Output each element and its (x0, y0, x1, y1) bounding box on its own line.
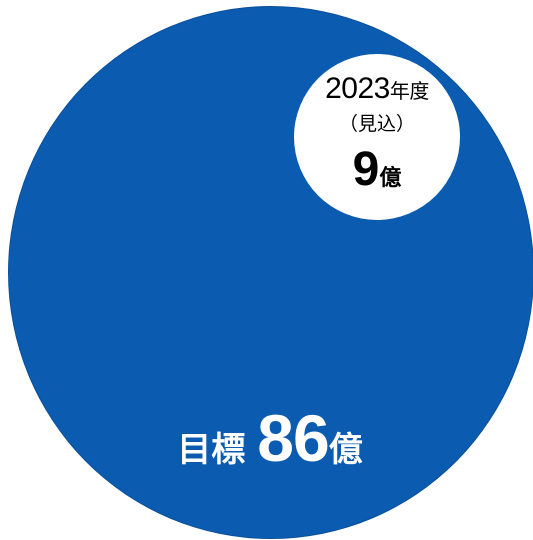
current-amount-value: 9 (352, 143, 380, 196)
current-year-unit: 年度 (389, 81, 430, 103)
target-label: 目標 (177, 431, 246, 469)
current-year-value: 2023 (325, 72, 390, 105)
current-amount-unit: 億 (379, 165, 402, 190)
current-circle (294, 54, 460, 220)
current-note: （見込） (338, 114, 415, 135)
target-amount-value: 86 (257, 401, 329, 475)
current-year: 2023年度 (294, 72, 460, 109)
target-amount: 目標 86億 (120, 398, 420, 497)
target-amount-unit: 億 (328, 431, 363, 469)
current-amount: 9億 (294, 140, 460, 211)
